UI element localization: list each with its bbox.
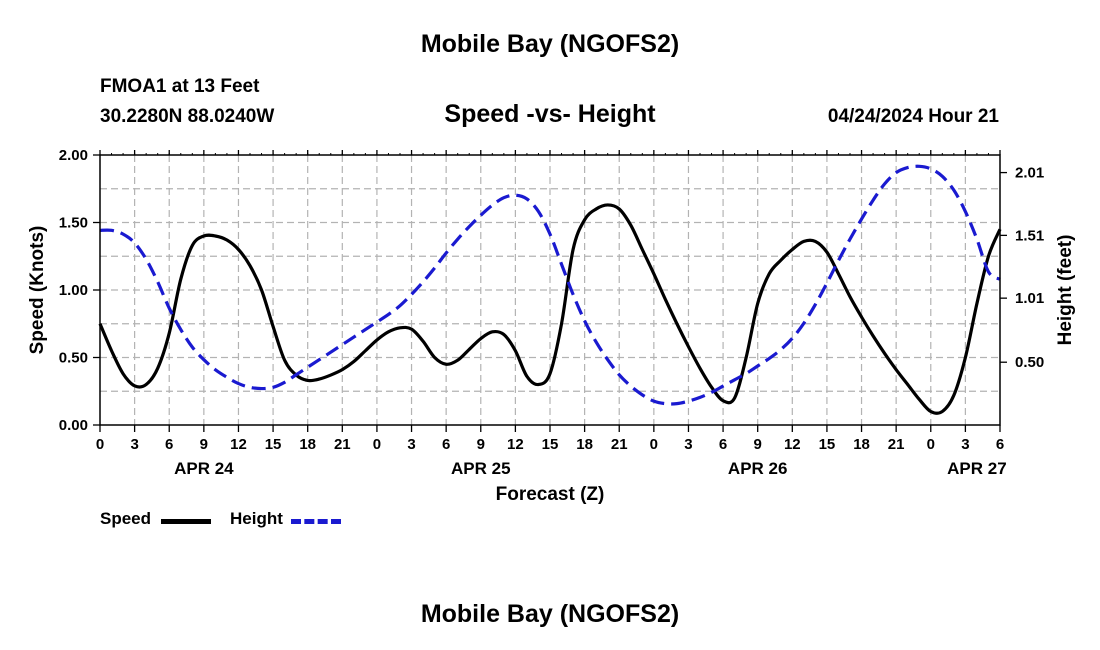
x-tick-label: 6 xyxy=(165,436,173,453)
chart-grid xyxy=(100,155,1000,425)
date-label: APR 25 xyxy=(451,459,511,478)
y-tick-label: 0.00 xyxy=(59,417,88,434)
y2-tick-label: 0.50 xyxy=(1015,354,1044,371)
y-axis-title: Speed (Knots) xyxy=(27,226,48,355)
x-tick-label: 15 xyxy=(265,436,282,453)
x-tick-label: 3 xyxy=(407,436,415,453)
y2-tick-label: 2.01 xyxy=(1015,165,1044,182)
legend-height-swatch xyxy=(291,519,341,524)
forecast-datetime: 04/24/2024 Hour 21 xyxy=(827,106,999,127)
x-tick-label: 9 xyxy=(477,436,485,453)
x-tick-label: 15 xyxy=(542,436,559,453)
series-line-speed xyxy=(98,203,1002,415)
legend-speed-swatch xyxy=(161,519,211,524)
x-tick-label: 9 xyxy=(200,436,208,453)
station-label: FMOA1 at 13 Feet xyxy=(100,76,260,97)
x-tick-label: 0 xyxy=(373,436,381,453)
x-tick-label: 21 xyxy=(888,436,905,453)
x-tick-label: 6 xyxy=(719,436,727,453)
y-tick-label: 1.50 xyxy=(59,215,88,232)
x-tick-label: 21 xyxy=(334,436,351,453)
y-tick-label: 2.00 xyxy=(59,147,88,164)
y2-tick-label: 1.01 xyxy=(1015,290,1044,307)
station-coordinates: 30.2280N 88.0240W xyxy=(100,106,275,127)
y2-axis-title: Height (feet) xyxy=(1055,235,1076,346)
chart-main-title: Mobile Bay (NGOFS2) xyxy=(420,30,680,58)
footer-title: Mobile Bay (NGOFS2) xyxy=(420,600,680,628)
x-tick-label: 12 xyxy=(230,436,247,453)
x-tick-label: 12 xyxy=(784,436,801,453)
y2-tick-label: 1.51 xyxy=(1015,227,1044,244)
x-tick-label: 12 xyxy=(507,436,524,453)
legend-item-speed: Speed xyxy=(100,509,151,529)
x-axis-title: Forecast (Z) xyxy=(496,484,605,505)
date-label: APR 27 xyxy=(947,459,1007,478)
chart-axes: 0 3 6 9 12 15 18 21 0 3 6 9 12 15 18 21 0 3 6 9 12 15 18 21 0 3 6 0… xyxy=(27,147,1076,505)
chart-subtitle: Speed -vs- Height xyxy=(444,100,656,128)
x-tick-label: 15 xyxy=(819,436,836,453)
date-label: APR 26 xyxy=(728,459,788,478)
legend-height-label: Height xyxy=(230,509,283,528)
chart-series xyxy=(98,164,1002,415)
y-tick-label: 1.00 xyxy=(59,282,88,299)
x-tick-label: 0 xyxy=(96,436,104,453)
y-tick-label: 0.50 xyxy=(59,350,88,367)
x-tick-label: 18 xyxy=(576,436,593,453)
x-tick-label: 3 xyxy=(684,436,692,453)
x-tick-label: 9 xyxy=(754,436,762,453)
series-line-height xyxy=(99,164,1001,406)
legend-item-height: Height xyxy=(230,509,283,529)
x-tick-label: 3 xyxy=(961,436,969,453)
x-tick-label: 6 xyxy=(442,436,450,453)
date-label: APR 24 xyxy=(174,459,234,478)
x-tick-label: 3 xyxy=(130,436,138,453)
x-tick-label: 6 xyxy=(996,436,1004,453)
legend-speed-label: Speed xyxy=(100,509,152,528)
x-tick-label: 21 xyxy=(611,436,628,453)
x-tick-label: 18 xyxy=(299,436,316,453)
x-tick-label: 0 xyxy=(927,436,935,453)
x-tick-label: 18 xyxy=(853,436,870,453)
x-tick-label: 0 xyxy=(650,436,658,453)
